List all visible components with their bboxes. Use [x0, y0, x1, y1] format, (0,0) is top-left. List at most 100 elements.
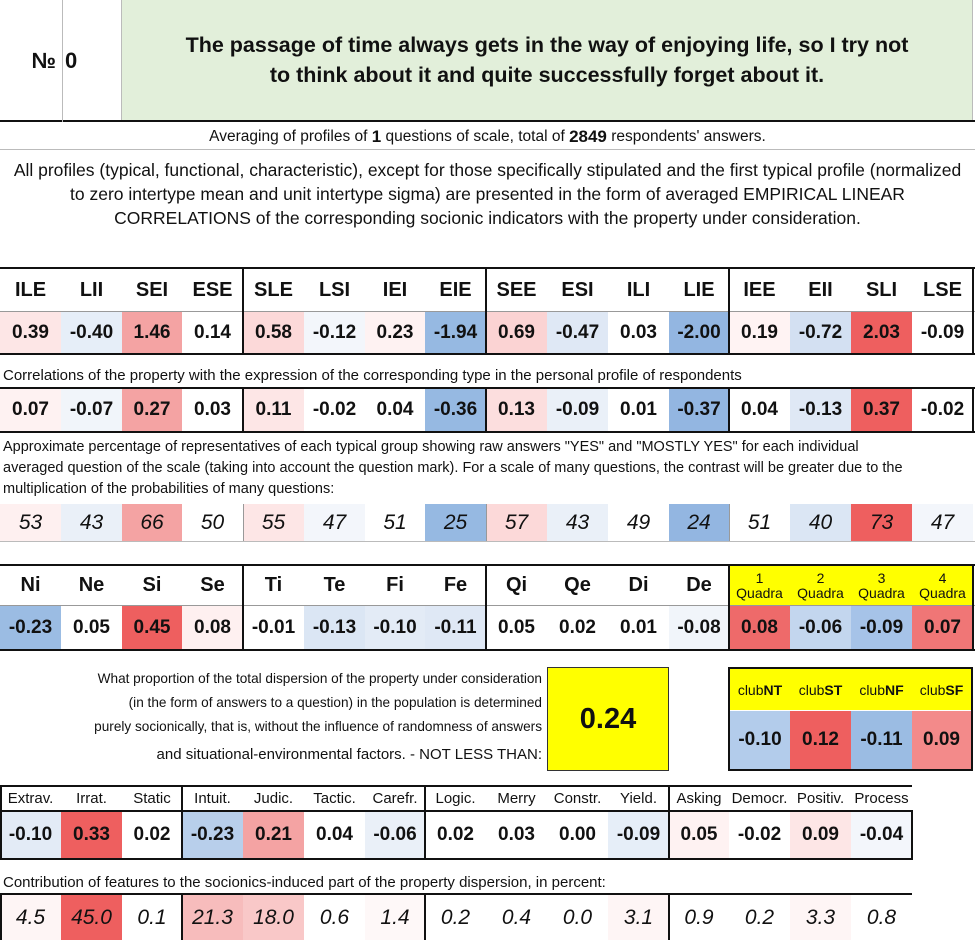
- quadra-value-cell: -0.09: [851, 606, 912, 649]
- type-percentage-cell: 73: [851, 504, 912, 541]
- type-group-divider: [728, 267, 730, 355]
- type-correlation-cell: 0.07: [0, 389, 61, 431]
- trait-value-cell: 0.04: [304, 812, 365, 858]
- quadra-label: Quadra: [919, 584, 966, 601]
- type-percentage-cell: 57: [486, 504, 547, 541]
- trait-group-divider: [181, 893, 183, 940]
- function-group-divider: [242, 564, 244, 651]
- trait-value-cell: -0.10: [0, 812, 61, 858]
- type-correlation-cell: -0.07: [61, 389, 122, 431]
- type-group-divider: [485, 267, 487, 355]
- type-percentage-cell: 43: [547, 504, 608, 541]
- type-correlation-cell: -0.02: [912, 389, 973, 431]
- club-code: NF: [885, 681, 904, 698]
- trait-value-cell: 0.21: [243, 812, 304, 858]
- dispersion-text-line: purely socionically, that is, without th…: [94, 719, 542, 734]
- function-group-divider: [728, 564, 730, 651]
- quadra-number: 2: [816, 569, 825, 586]
- types-header-border: [0, 311, 975, 312]
- type-correlation-cell: 0.03: [182, 389, 243, 431]
- function-value-cell: 0.05: [61, 606, 122, 649]
- type-profile-cell: 0.03: [608, 312, 669, 353]
- averaging-middle: questions of scale, total of: [385, 127, 565, 145]
- clubs-box: [728, 667, 973, 771]
- function-header-cell: Di: [628, 574, 649, 596]
- traits-top-border: [0, 785, 912, 787]
- trait-value-cell: -0.04: [851, 812, 912, 858]
- type-header-cell: SLI: [865, 278, 898, 301]
- type-pct-divider: [243, 504, 244, 541]
- club-prefix: club: [798, 681, 825, 698]
- trait-contribution-cell: 0.4: [486, 895, 547, 940]
- quadra-label: Quadra: [797, 584, 844, 601]
- type-header-cell: EII: [808, 278, 833, 301]
- trait-header-cell: Positiv.: [796, 790, 845, 807]
- quadra-label: Quadra: [736, 584, 783, 601]
- trait-header-cell: Process: [854, 790, 909, 807]
- trait-value-cell: -0.06: [365, 812, 425, 858]
- function-value-cell: 0.45: [122, 606, 182, 649]
- profiles-description: All profiles (typical, functional, chara…: [13, 160, 962, 228]
- club-header-cell: club SF: [912, 669, 971, 710]
- trait-value-cell: -0.09: [608, 812, 669, 858]
- trait-header-cell: Carefr.: [372, 790, 418, 807]
- type-profile-cell: 1.46: [122, 312, 182, 353]
- trait-group-divider: [668, 785, 670, 860]
- quadra-value-cell: 0.07: [912, 606, 973, 649]
- functions-bottom-border: [0, 649, 975, 651]
- type-group-divider: [972, 387, 974, 433]
- trait-header-cell: Constr.: [553, 790, 602, 807]
- type-correlation-cell: 0.04: [729, 389, 790, 431]
- averaging-prefix: Averaging of profiles of: [209, 127, 368, 145]
- type-correlation-cell: -0.13: [790, 389, 851, 431]
- type-group-divider: [242, 267, 244, 355]
- type-pct-divider: [729, 504, 730, 541]
- quadra-number: 4: [938, 569, 947, 586]
- type-percentage-cell: 53: [0, 504, 61, 541]
- type-percentage-cell: 66: [122, 504, 182, 541]
- type-correlation-cell: -0.37: [669, 389, 729, 431]
- trait-value-cell: -0.02: [729, 812, 790, 858]
- type-group-divider: [728, 387, 730, 433]
- type-correlation-cell: 0.01: [608, 389, 669, 431]
- quadra-header-cell: 2 Quadra: [790, 566, 851, 605]
- function-header-cell: Te: [323, 574, 346, 596]
- trait-contribution-cell: 0.6: [304, 895, 365, 940]
- club-prefix: club: [859, 681, 885, 698]
- averaging-line: Averaging of profiles of 1 questions of …: [0, 124, 975, 150]
- function-value-cell: 0.01: [608, 606, 669, 649]
- trait-value-cell: 0.02: [122, 812, 182, 858]
- trait-group-divider: [668, 893, 670, 940]
- type-header-cell: SEI: [135, 278, 169, 301]
- club-header-cell: club ST: [790, 669, 851, 710]
- type-header-cell: IEE: [743, 278, 776, 301]
- type-percentage-cell: 51: [729, 504, 790, 541]
- dispersion-value-box: 0.24: [547, 667, 669, 771]
- type-percentage-cell: 25: [425, 504, 486, 541]
- types-top-border: [0, 267, 975, 269]
- trait-contribution-cell: 0.0: [547, 895, 608, 940]
- trait-header-cell: Irrat.: [76, 790, 107, 807]
- type-percentage-cell: 55: [243, 504, 304, 541]
- type-correlation-cell: 0.13: [486, 389, 547, 431]
- dispersion-text-line: (in the form of answers to a question) i…: [128, 695, 542, 710]
- function-header-cell: Ni: [20, 574, 41, 596]
- dispersion-text-line: What proportion of the total dispersion …: [97, 671, 542, 686]
- type-profile-cell: -2.00: [669, 312, 729, 353]
- number-divider: [62, 0, 63, 122]
- type-header-cell: LSE: [923, 278, 962, 301]
- questions-count: 1: [371, 126, 382, 146]
- type-profile-cell: 0.58: [243, 312, 304, 353]
- function-header-cell: Fi: [386, 574, 404, 596]
- question-number-label: №: [31, 48, 56, 73]
- function-value-cell: -0.23: [0, 606, 61, 649]
- type-profile-cell: 2.03: [851, 312, 912, 353]
- quadra-label: Quadra: [858, 584, 905, 601]
- function-value-cell: 0.05: [486, 606, 547, 649]
- type-profile-cell: -0.12: [304, 312, 365, 353]
- function-value-cell: -0.01: [243, 606, 304, 649]
- trait-value-cell: 0.02: [425, 812, 486, 858]
- type-correlation-cell: 0.37: [851, 389, 912, 431]
- function-header-cell: Fe: [443, 574, 468, 596]
- type-percentage-cell: 40: [790, 504, 851, 541]
